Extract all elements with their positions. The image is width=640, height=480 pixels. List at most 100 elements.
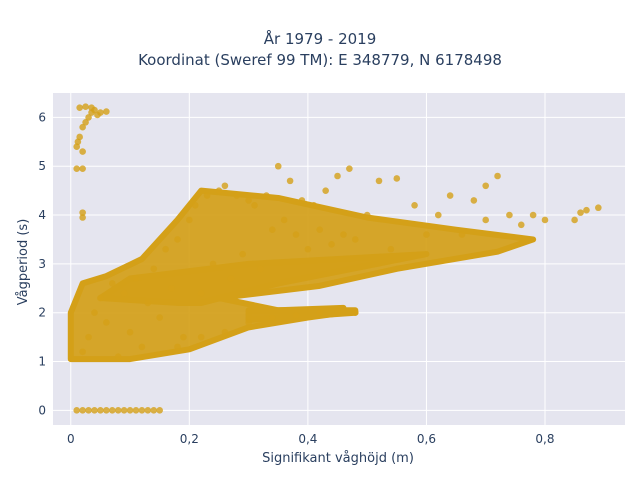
scatter-point	[245, 319, 252, 326]
y-tick-label: 6	[38, 110, 46, 124]
scatter-point	[103, 319, 110, 326]
scatter-point	[114, 353, 122, 360]
x-tick-label: 0,8	[535, 432, 554, 446]
x-axis-label: Signifikant våghöjd (m)	[262, 451, 414, 466]
scatter-point	[79, 348, 86, 356]
scatter-point	[126, 328, 134, 336]
scatter-point	[79, 209, 86, 216]
y-tick-label: 5	[38, 159, 46, 173]
scatter-point	[79, 123, 86, 131]
scatter-point	[197, 333, 205, 341]
scatter-point	[186, 216, 193, 224]
scatter-point	[132, 407, 140, 414]
scatter-point	[328, 241, 335, 248]
scatter-point	[144, 299, 152, 307]
chart-subtitle: Koordinat (Sweref 99 TM): E 348779, N 61…	[138, 51, 502, 69]
chart-title: År 1979 - 2019	[263, 30, 377, 48]
scatter-point	[221, 182, 229, 190]
scatter-point	[191, 201, 199, 209]
scatter-point	[150, 407, 158, 414]
scatter-point	[334, 172, 341, 180]
scatter-point	[470, 197, 478, 204]
scatter-point	[138, 343, 146, 351]
scatter-point	[269, 226, 276, 234]
scatter-point	[280, 216, 288, 224]
y-axis-label: Vågperiod (s)	[16, 219, 31, 306]
scatter-point	[120, 407, 128, 414]
scatter-point	[316, 309, 324, 317]
scatter-point	[446, 192, 454, 199]
scatter-point	[108, 407, 116, 414]
x-tick-label: 0,6	[417, 432, 436, 446]
scatter-point	[239, 250, 246, 258]
scatter-point	[144, 407, 152, 414]
scatter-point	[334, 308, 341, 316]
scatter-point	[316, 226, 324, 234]
tick-labels: 0 0,2 0,4 0,6 0,8 0 1 2 3 4 5 6	[38, 110, 554, 446]
scatter-point	[215, 187, 223, 194]
y-tick-label: 0	[38, 403, 46, 417]
scatter-point	[168, 284, 175, 292]
scatter-point	[103, 108, 110, 115]
x-tick-label: 0	[67, 432, 75, 446]
scatter-point	[150, 265, 158, 273]
scatter-point	[174, 343, 181, 351]
scatter-point	[97, 294, 104, 302]
scatter-point	[494, 172, 501, 180]
scatter-point	[79, 407, 86, 414]
scatter-point	[76, 104, 83, 111]
scatter-point	[209, 260, 217, 268]
scatter-point	[363, 211, 371, 219]
scatter-point	[310, 201, 318, 209]
scatter-point	[97, 109, 104, 116]
scatter-point	[79, 148, 86, 155]
scatter-point	[257, 265, 264, 273]
scatter-point	[541, 216, 549, 224]
scatter-point	[387, 245, 395, 253]
scatter-point	[274, 162, 282, 170]
scatter-point	[82, 118, 89, 126]
scatter-point	[482, 182, 490, 190]
scatter-point	[286, 177, 294, 185]
scatter-point	[352, 309, 359, 317]
scatter-point	[156, 314, 163, 321]
scatter-point	[375, 177, 383, 185]
y-tick-label: 3	[38, 257, 46, 271]
scatter-point	[156, 407, 163, 414]
scatter-point	[506, 211, 513, 219]
scatter-point	[292, 311, 300, 319]
scatter-point	[97, 407, 104, 414]
scatter-point	[88, 104, 95, 111]
scatter-point	[517, 221, 525, 229]
scatter-point	[233, 192, 241, 199]
scatter-point	[73, 407, 81, 414]
scatter-point	[85, 333, 92, 341]
scatter-point	[197, 289, 205, 297]
scatter-density-band	[97, 251, 430, 306]
scatter-point	[458, 231, 466, 238]
scatter-point	[482, 216, 490, 224]
scatter-point	[423, 231, 430, 238]
scatter-point	[114, 407, 122, 414]
scatter-point	[434, 211, 442, 219]
y-tick-label: 2	[38, 306, 46, 320]
scatter-point	[227, 275, 235, 282]
scatter-point	[82, 103, 89, 110]
scatter-point	[583, 206, 590, 214]
scatter-point	[180, 333, 187, 341]
scatter-points	[73, 103, 602, 414]
scatter-point	[138, 407, 146, 414]
scatter-point	[245, 197, 252, 204]
scatter-point	[203, 192, 211, 199]
scatter-point	[251, 201, 258, 209]
scatter-point	[108, 280, 116, 287]
scatter-point	[304, 245, 312, 253]
scatter-point	[73, 165, 81, 172]
scatter-point	[79, 214, 86, 221]
scatter-point	[322, 187, 329, 194]
y-tick-label: 1	[38, 355, 46, 369]
scatter-point	[85, 407, 92, 414]
scatter-point	[411, 201, 418, 209]
scatter-point	[91, 407, 98, 414]
